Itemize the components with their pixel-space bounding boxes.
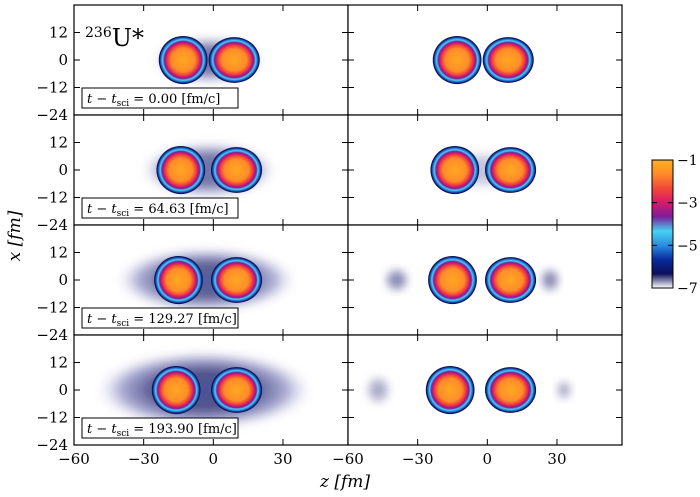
colorbar-tick-label: −3 <box>677 196 698 212</box>
density-halo <box>92 348 316 432</box>
panel-left-row-3 <box>73 224 349 336</box>
time-label-prefix: t − t <box>87 92 117 107</box>
y-tick-label: 0 <box>58 161 68 179</box>
time-label: t − tsci = 0.00 [fm/c] <box>81 87 239 109</box>
time-label-unit: [fm/c] <box>181 92 220 107</box>
time-label: t − tsci = 129.27 [fm/c] <box>81 307 239 329</box>
fragment-density <box>211 367 263 413</box>
time-label-unit: [fm/c] <box>198 422 237 437</box>
fragment-density <box>432 35 482 85</box>
time-label-prefix: t − t <box>87 202 117 217</box>
colorbar: −1 −3 −5 −7 <box>651 153 698 297</box>
fragment-density <box>151 365 201 415</box>
time-label-unit: [fm/c] <box>190 202 229 217</box>
y-tick-label: 12 <box>49 24 68 42</box>
fragment-density <box>485 367 537 413</box>
y-tick-label: 12 <box>49 354 68 372</box>
time-label-subscript: sci <box>117 209 130 219</box>
svg-text:t − tsci = 129.27 [fm/c]: t − tsci = 129.27 [fm/c] <box>87 312 237 329</box>
y-tick-label: −24 <box>36 326 68 344</box>
x-tick-label: 30 <box>547 450 566 468</box>
fragment-density <box>428 255 477 305</box>
density-halo <box>364 373 393 407</box>
y-tick-label: 0 <box>58 51 68 69</box>
density-halo <box>113 245 300 315</box>
time-label: t − tsci = 193.90 [fm/c] <box>81 417 239 439</box>
time-label-value: = 129.27 <box>129 312 198 327</box>
x-tick-label: 0 <box>209 450 219 468</box>
y-tick-label: 0 <box>58 271 68 289</box>
colorbar-tick-label: −7 <box>677 281 698 297</box>
fragment-density <box>211 257 263 303</box>
colorbar-tick-label: −1 <box>677 153 698 169</box>
density-halo <box>554 378 574 402</box>
nucleus-mass-number: 236 <box>85 25 112 41</box>
fragment-density <box>208 37 260 83</box>
time-label-value: = 64.63 <box>129 202 190 217</box>
fragment-density <box>425 365 475 415</box>
fragment-density <box>482 37 534 83</box>
y-tick-label: −12 <box>36 79 68 97</box>
time-label-value: = 0.00 <box>129 92 181 107</box>
fragment-density <box>485 257 537 303</box>
y-axis-label: x [fm] <box>5 210 25 261</box>
density-halo <box>538 266 562 294</box>
colorbar-tick-label: −5 <box>677 238 698 254</box>
fragment-density <box>154 255 203 305</box>
colorbar-gradient <box>651 159 674 289</box>
x-tick-label: −30 <box>128 450 160 468</box>
axes-annotations: x [fm] z [fm] 236U* <box>5 24 370 492</box>
x-tick-label: 0 <box>483 450 493 468</box>
time-label: t − tsci = 64.63 [fm/c] <box>81 197 239 219</box>
svg-text:t − tsci = 0.00 [fm/c]: t − tsci = 0.00 [fm/c] <box>87 92 220 109</box>
x-axis-label: z [fm] <box>319 472 370 492</box>
time-label-value: = 193.90 <box>129 422 198 437</box>
fragment-density <box>158 35 208 85</box>
fragment-density <box>485 147 537 193</box>
time-label-subscript: sci <box>117 319 130 329</box>
fragment-density <box>430 145 480 195</box>
fragment-density <box>211 147 263 193</box>
time-label-unit: [fm/c] <box>198 312 237 327</box>
panel-right-row-2 <box>347 114 623 226</box>
x-tick-label: −60 <box>58 450 90 468</box>
time-label-prefix: t − t <box>87 312 117 327</box>
time-label-subscript: sci <box>117 99 130 109</box>
x-tick-label: 30 <box>273 450 292 468</box>
y-tick-label: −24 <box>36 216 68 234</box>
panel-right-row-3 <box>347 224 623 336</box>
x-tick-label: −30 <box>402 450 434 468</box>
x-tick-label: −60 <box>332 450 364 468</box>
y-tick-label: 12 <box>49 244 68 262</box>
time-label-subscript: sci <box>117 429 130 439</box>
y-tick-label: −12 <box>36 299 68 317</box>
fragment-density <box>156 145 206 195</box>
svg-text:t − tsci = 64.63 [fm/c]: t − tsci = 64.63 [fm/c] <box>87 202 229 219</box>
y-tick-label: 12 <box>49 134 68 152</box>
nucleus-symbol: U* <box>112 24 144 52</box>
nucleus-title: 236U* <box>85 24 144 52</box>
y-tick-label: −24 <box>36 436 68 454</box>
panel-right-row-1 <box>347 4 623 116</box>
y-tick-label: −24 <box>36 106 68 124</box>
time-label-prefix: t − t <box>87 422 117 437</box>
density-halo <box>382 266 411 294</box>
y-tick-label: −12 <box>36 409 68 427</box>
y-tick-label: −12 <box>36 189 68 207</box>
svg-text:t − tsci = 193.90 [fm/c]: t − tsci = 193.90 [fm/c] <box>87 422 237 439</box>
y-tick-label: 0 <box>58 381 68 399</box>
panel-right-row-4 <box>347 334 623 446</box>
